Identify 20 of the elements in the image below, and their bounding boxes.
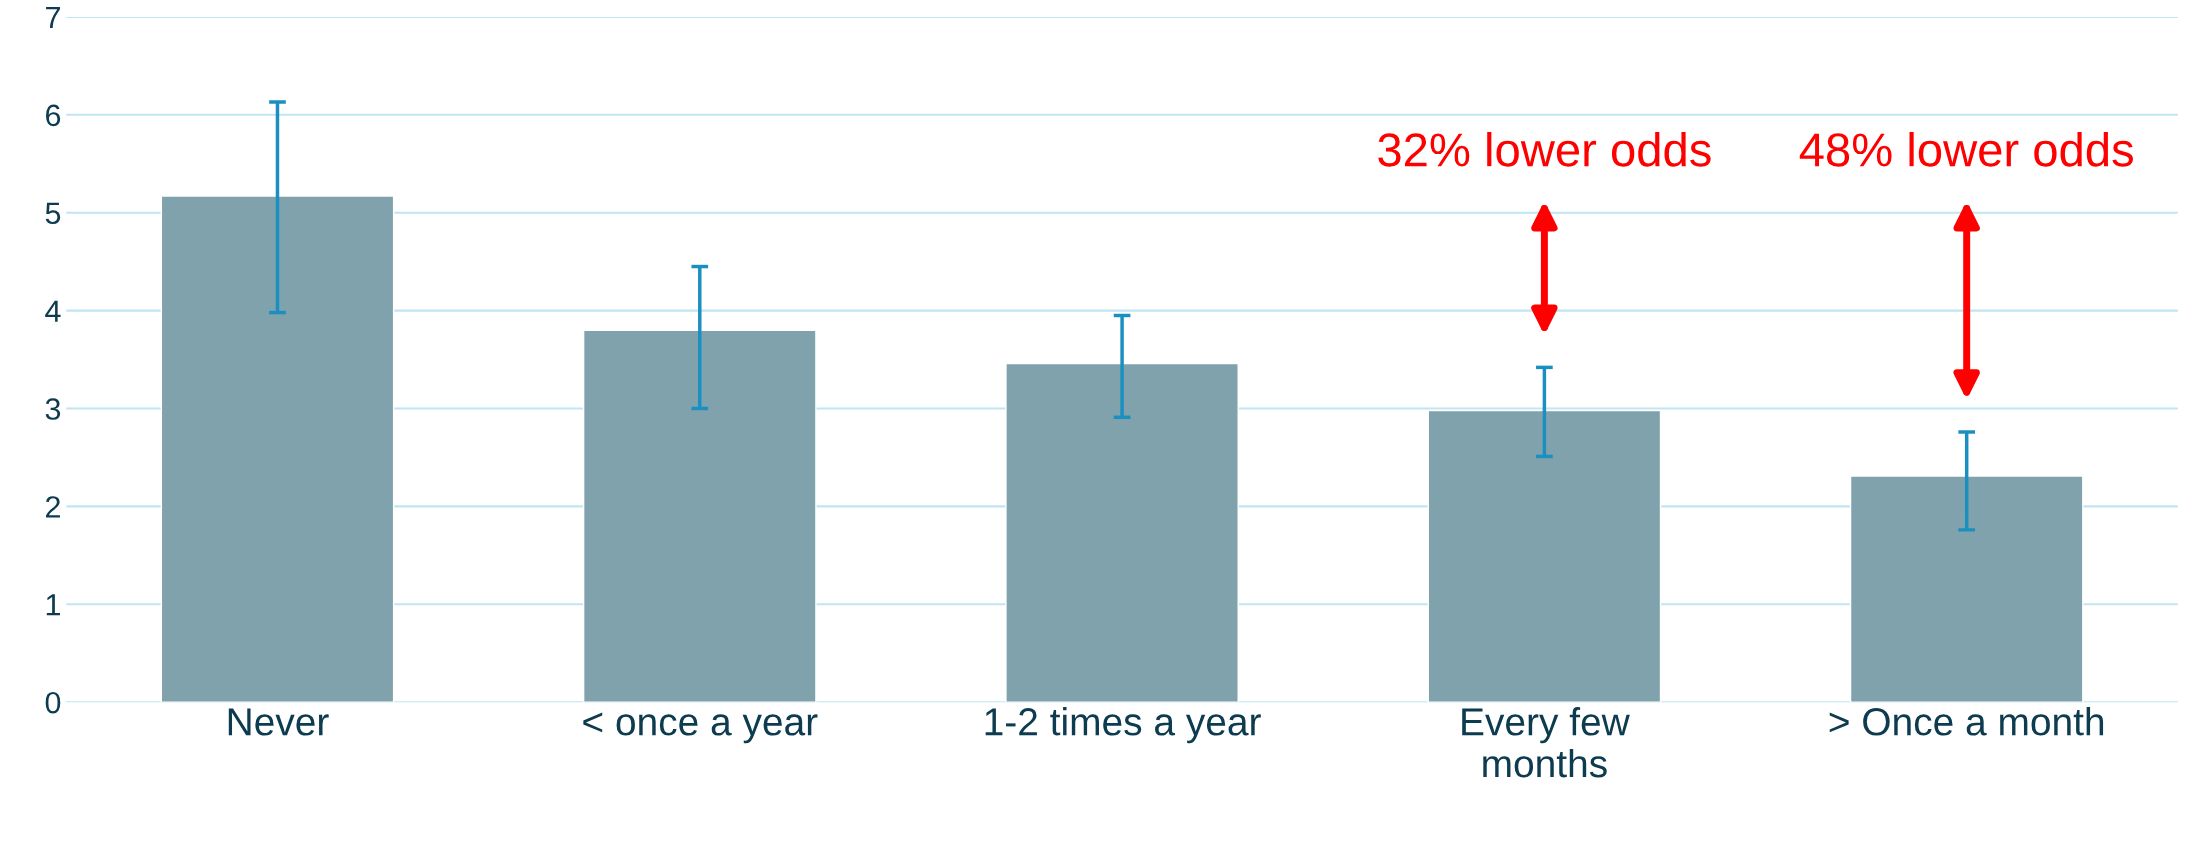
x-tick-label: > Once a month [1829, 707, 2104, 736]
annotation: 48% lower odds [1799, 131, 2133, 167]
y-tick-label: 2 [46, 496, 60, 518]
y-tick-label: 6 [46, 104, 61, 127]
bar [1427, 409, 1662, 703]
x-tick-label: Never [228, 708, 329, 736]
x-tick-label: Every few months [1462, 707, 1630, 778]
bar [1005, 362, 1239, 703]
y-tick-label: 1 [46, 594, 60, 616]
y-tick-label: 5 [45, 202, 61, 225]
x-tick-label: < once a year [583, 712, 818, 744]
x-tick-label: 1-2 times a year [985, 707, 1261, 744]
y-tick-label: 4 [45, 300, 61, 322]
y-tick-label: 3 [45, 398, 61, 420]
annotation: 32% lower odds [1378, 131, 1711, 167]
bar [582, 329, 817, 703]
y-tick-label: 0 [45, 691, 61, 714]
y-tick-label: 7 [46, 6, 60, 28]
bar [160, 195, 395, 703]
bar [1849, 475, 2084, 703]
